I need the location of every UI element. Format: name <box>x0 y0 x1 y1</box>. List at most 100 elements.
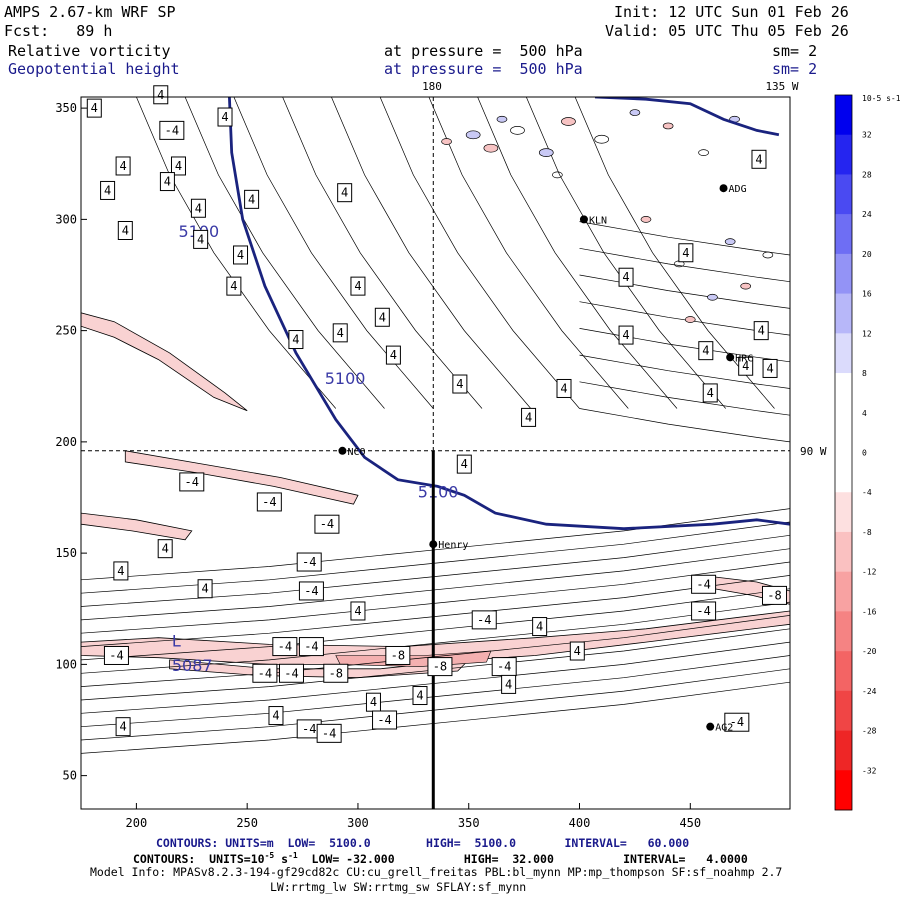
x-tick-label-250: 250 <box>236 816 258 830</box>
y-tick-label-350: 350 <box>55 101 77 115</box>
vorticity-label-text: 4 <box>122 224 129 238</box>
vorticity-label-37: -4 <box>297 553 321 571</box>
vorticity-contour-16 <box>234 97 433 409</box>
vorticity-label-text: 4 <box>354 604 361 618</box>
colorbar-level-1: 28 <box>862 170 872 179</box>
vorticity-label-text: -4 <box>302 555 316 569</box>
vorticity-label-42: -4 <box>472 611 496 629</box>
vorticity-label-43: -4 <box>692 575 716 593</box>
height-contour-0 <box>229 97 790 529</box>
vorticity-label-text: -4 <box>497 660 511 674</box>
vorticity-label-text: -4 <box>696 604 710 618</box>
colorbar-segment-5 <box>835 294 852 334</box>
vorticity-blob-13 <box>741 283 751 289</box>
colorbar-level-9: -4 <box>862 488 872 497</box>
top-lon-label-180: 180 <box>422 80 442 93</box>
colorbar-segment-15 <box>835 691 852 731</box>
vorticity-blob-15 <box>497 116 507 122</box>
station-dot <box>706 723 714 731</box>
vorticity-label-0: 4 <box>87 99 101 117</box>
vorticity-label-text: 4 <box>536 620 543 634</box>
y-tick-label-200: 200 <box>55 435 77 449</box>
colorbar-segment-17 <box>835 770 852 810</box>
vorticity-label-text: -4 <box>262 495 276 509</box>
vorticity-label-61: 4 <box>269 707 283 725</box>
vorticity-label-32: 4 <box>457 455 471 473</box>
colorbar-level-4: 16 <box>862 290 872 299</box>
vorticity-chart: 510051005100L5087 44-4444444444444444444… <box>0 0 900 900</box>
vorticity-label-text: -8 <box>329 666 343 680</box>
colorbar-level-14: -24 <box>862 687 877 696</box>
vorticity-label-text: -8 <box>391 648 405 662</box>
vorticity-label-text: 4 <box>707 386 714 400</box>
vorticity-label-64: 4 <box>116 718 130 736</box>
vorticity-label-2: -4 <box>160 121 184 139</box>
vorticity-label-10: 4 <box>338 184 352 202</box>
vorticity-label-11: 4 <box>194 230 208 248</box>
colorbar-segment-2 <box>835 174 852 214</box>
station-dot <box>726 353 734 361</box>
vorticity-label-35: -4 <box>315 515 339 533</box>
vorticity-label-text: -4 <box>302 722 316 736</box>
colorbar-segment-0 <box>835 95 852 135</box>
vorticity-band-2 <box>125 451 358 504</box>
y-tick-label-100: 100 <box>55 657 77 671</box>
vorticity-contour-22 <box>526 97 725 409</box>
vorticity-contour-25 <box>580 382 791 415</box>
vorticity-label-4: 4 <box>116 157 130 175</box>
vorticity-label-text: -4 <box>304 640 318 654</box>
vorticity-blob-10 <box>641 216 651 222</box>
vorticity-label-text: 4 <box>370 695 377 709</box>
colorbar-segment-14 <box>835 651 852 691</box>
vorticity-label-text: 4 <box>164 175 171 189</box>
vorticity-label-text: 4 <box>574 644 581 658</box>
vorticity-label-49: -4 <box>299 638 323 656</box>
footer-physics: LW:rrtmg_lw SW:rrtmg_sw SFLAY:sf_mynn <box>270 882 526 894</box>
vorticity-label-text: -4 <box>377 713 391 727</box>
vorticity-label-40: -4 <box>299 582 323 600</box>
vorticity-blob-12 <box>707 294 717 300</box>
vorticity-label-text: 4 <box>197 232 204 246</box>
vorticity-contour-21 <box>478 97 677 409</box>
x-tick-label-350: 350 <box>458 816 480 830</box>
colorbar-segment-13 <box>835 611 852 651</box>
footer-model-info: Model Info: MPASv8.2.3-194-gf29cd82c CU:… <box>90 867 782 879</box>
vorticity-blob-17 <box>552 172 562 178</box>
vorticity-label-text: 4 <box>119 159 126 173</box>
vorticity-blob-14 <box>763 252 773 258</box>
colorbar-level-7: 4 <box>862 409 867 418</box>
colorbar-segment-9 <box>835 453 852 493</box>
vorticity-label-52: -8 <box>428 658 452 676</box>
vorticity-label-text: 4 <box>461 457 468 471</box>
vorticity-label-16: 4 <box>227 277 241 295</box>
vorticity-label-28: 4 <box>619 268 633 286</box>
y-tick-label-150: 150 <box>55 546 77 560</box>
vorticity-label-22: 4 <box>557 379 571 397</box>
vorticity-blob-4 <box>561 117 575 125</box>
colorbar-segment-8 <box>835 413 852 453</box>
colorbar-level-0: 32 <box>862 131 872 140</box>
colorbar-segment-3 <box>835 214 852 254</box>
colorbar: 322824201612840-4-8-12-16-20-24-28-3210-… <box>835 94 900 810</box>
vorticity-contour-29 <box>580 275 791 308</box>
vorticity-contour-20 <box>429 97 628 409</box>
vorticity-label-text: 4 <box>622 328 629 342</box>
x-tick-label-450: 450 <box>679 816 701 830</box>
vorticity-label-53: -4 <box>492 658 516 676</box>
vorticity-band-5 <box>81 513 192 540</box>
vorticity-label-text: 4 <box>379 310 386 324</box>
colorbar-segment-1 <box>835 135 852 175</box>
vorticity-label-23: 4 <box>619 326 633 344</box>
vorticity-label-text: 4 <box>560 381 567 395</box>
station-kln: KLN <box>580 215 607 226</box>
y-tick-label-50: 50 <box>63 769 77 783</box>
vorticity-label-text: 4 <box>230 279 237 293</box>
footer-vort-contours: CONTOURS: UNITS=10-5 s-1 LOW= -32.000 HI… <box>133 852 748 865</box>
station-label: ADG <box>729 184 747 195</box>
vorticity-label-36: 4 <box>158 540 172 558</box>
colorbar-unit: 10-5 s-1 <box>862 94 900 103</box>
vorticity-label-51: -8 <box>324 664 348 682</box>
x-tick-label-200: 200 <box>126 816 148 830</box>
vorticity-label-text: 4 <box>104 183 111 197</box>
colorbar-segment-11 <box>835 532 852 572</box>
